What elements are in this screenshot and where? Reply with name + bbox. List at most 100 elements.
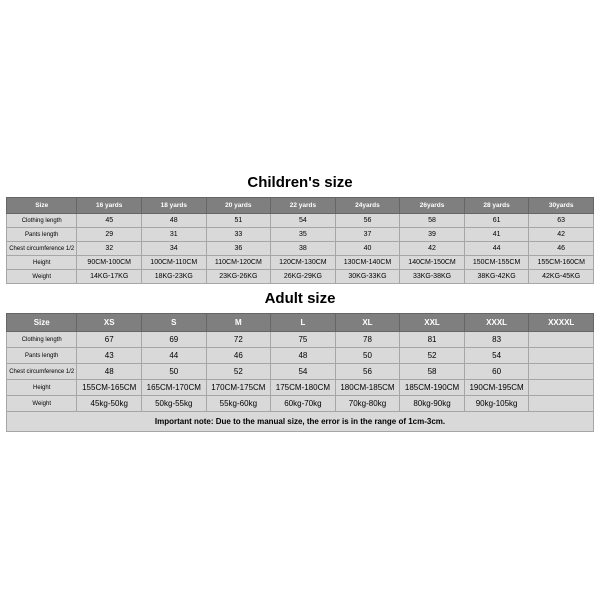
- cell: 175CM-180CM: [271, 380, 336, 396]
- cell: 51: [206, 214, 271, 228]
- cell: 58: [400, 214, 465, 228]
- col-header: Size: [7, 198, 77, 214]
- table-row: Chest circumference 1/2 48 50 52 54 56 5…: [7, 364, 594, 380]
- cell: 155CM-165CM: [77, 380, 142, 396]
- cell: 100CM-110CM: [142, 256, 207, 270]
- cell: 55kg-60kg: [206, 396, 271, 412]
- cell: 56: [335, 214, 400, 228]
- cell: 32: [77, 242, 142, 256]
- col-header: 28 yards: [464, 198, 529, 214]
- cell: 50: [335, 348, 400, 364]
- cell: 52: [206, 364, 271, 380]
- row-label: Clothing length: [7, 214, 77, 228]
- cell: 35: [271, 228, 336, 242]
- cell: 43: [77, 348, 142, 364]
- note-row: Important note: Due to the manual size, …: [7, 412, 594, 432]
- cell: 38: [271, 242, 336, 256]
- cell: 78: [335, 332, 400, 348]
- col-header: 20 yards: [206, 198, 271, 214]
- cell: 56: [335, 364, 400, 380]
- cell: 40: [335, 242, 400, 256]
- cell: 61: [464, 214, 529, 228]
- col-header: 30yards: [529, 198, 594, 214]
- cell: 48: [142, 214, 207, 228]
- cell: 42KG-45KG: [529, 270, 594, 284]
- table-row: Chest circumference 1/2 32 34 36 38 40 4…: [7, 242, 594, 256]
- children-header-row: Size 16 yards 18 yards 20 yards 22 yards…: [7, 198, 594, 214]
- cell: 54: [464, 348, 529, 364]
- table-row: Pants length 43 44 46 48 50 52 54: [7, 348, 594, 364]
- cell: [529, 348, 594, 364]
- cell: 41: [464, 228, 529, 242]
- table-row: Clothing length 67 69 72 75 78 81 83: [7, 332, 594, 348]
- cell: 23KG-26KG: [206, 270, 271, 284]
- cell: [529, 364, 594, 380]
- cell: 50kg-55kg: [142, 396, 207, 412]
- cell: 18KG-23KG: [142, 270, 207, 284]
- cell: 31: [142, 228, 207, 242]
- row-label: Pants length: [7, 228, 77, 242]
- table-row: Height 90CM-100CM 100CM-110CM 110CM-120C…: [7, 256, 594, 270]
- cell: 170CM-175CM: [206, 380, 271, 396]
- table-row: Clothing length 45 48 51 54 56 58 61 63: [7, 214, 594, 228]
- col-header: M: [206, 314, 271, 332]
- cell: 120CM-130CM: [271, 256, 336, 270]
- col-header: XXXXL: [529, 314, 594, 332]
- cell: 72: [206, 332, 271, 348]
- cell: 46: [529, 242, 594, 256]
- col-header: 24yards: [335, 198, 400, 214]
- children-size-table: Children's size Size 16 yards 18 yards 2…: [6, 168, 594, 284]
- col-header: XS: [77, 314, 142, 332]
- col-header: Size: [7, 314, 77, 332]
- cell: 48: [271, 348, 336, 364]
- cell: 39: [400, 228, 465, 242]
- cell: 90CM-100CM: [77, 256, 142, 270]
- important-note: Important note: Due to the manual size, …: [7, 412, 594, 432]
- cell: 58: [400, 364, 465, 380]
- row-label: Weight: [7, 396, 77, 412]
- cell: 48: [77, 364, 142, 380]
- cell: 67: [77, 332, 142, 348]
- cell: 54: [271, 364, 336, 380]
- children-size-block: Children's size Size 16 yards 18 yards 2…: [6, 168, 594, 284]
- row-label: Weight: [7, 270, 77, 284]
- cell: 54: [271, 214, 336, 228]
- cell: 110CM-120CM: [206, 256, 271, 270]
- table-row: Pants length 29 31 33 35 37 39 41 42: [7, 228, 594, 242]
- table-row: Weight 45kg-50kg 50kg-55kg 55kg-60kg 60k…: [7, 396, 594, 412]
- row-label: Chest circumference 1/2: [7, 242, 77, 256]
- row-label: Height: [7, 256, 77, 270]
- cell: 34: [142, 242, 207, 256]
- row-label: Pants length: [7, 348, 77, 364]
- cell: 33: [206, 228, 271, 242]
- cell: 26KG-29KG: [271, 270, 336, 284]
- cell: 45kg-50kg: [77, 396, 142, 412]
- cell: 42: [529, 228, 594, 242]
- cell: 70kg-80kg: [335, 396, 400, 412]
- cell: [529, 380, 594, 396]
- cell: 60kg-70kg: [271, 396, 336, 412]
- table-row: Height 155CM-165CM 165CM-170CM 170CM-175…: [7, 380, 594, 396]
- col-header: 26yards: [400, 198, 465, 214]
- cell: 80kg-90kg: [400, 396, 465, 412]
- cell: 130CM-140CM: [335, 256, 400, 270]
- cell: [529, 332, 594, 348]
- cell: 83: [464, 332, 529, 348]
- table-row: Weight 14KG-17KG 18KG-23KG 23KG-26KG 26K…: [7, 270, 594, 284]
- cell: 44: [142, 348, 207, 364]
- row-label: Clothing length: [7, 332, 77, 348]
- cell: 81: [400, 332, 465, 348]
- cell: 36: [206, 242, 271, 256]
- cell: 44: [464, 242, 529, 256]
- col-header: XXXL: [464, 314, 529, 332]
- cell: 50: [142, 364, 207, 380]
- adult-size-table: Adult size Size XS S M L XL XXL XXXL XXX…: [6, 284, 594, 432]
- cell: 38KG-42KG: [464, 270, 529, 284]
- col-header: XL: [335, 314, 400, 332]
- cell: 140CM-150CM: [400, 256, 465, 270]
- cell: 150CM-155CM: [464, 256, 529, 270]
- cell: 33KG-38KG: [400, 270, 465, 284]
- col-header: 16 yards: [77, 198, 142, 214]
- children-title: Children's size: [7, 168, 594, 198]
- adult-header-row: Size XS S M L XL XXL XXXL XXXXL: [7, 314, 594, 332]
